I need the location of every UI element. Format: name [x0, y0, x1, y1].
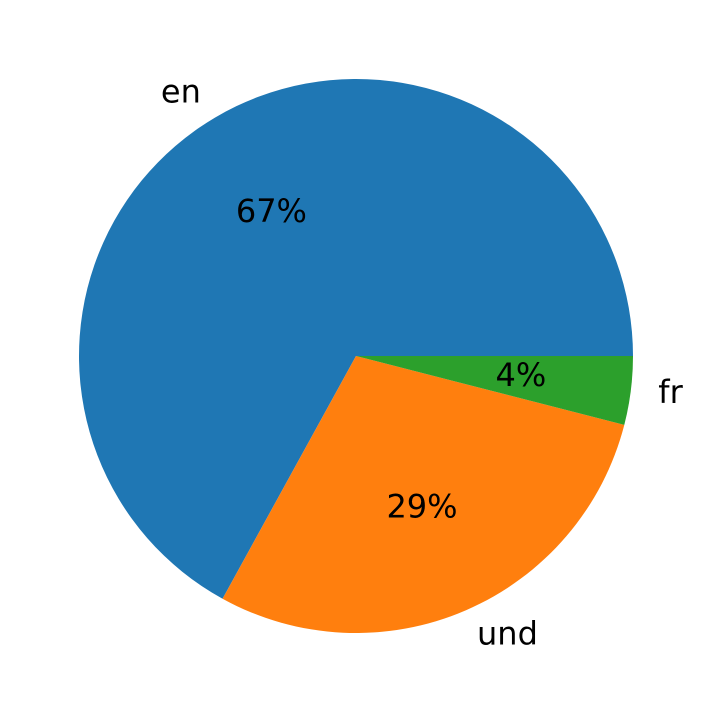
category-label: und: [477, 615, 538, 653]
value-label: 4%: [496, 356, 547, 394]
value-label: 67%: [236, 192, 307, 230]
value-label: 29%: [386, 488, 457, 526]
pie-wedge: [222, 356, 625, 633]
pie-wedge: [356, 356, 633, 425]
category-label: fr: [658, 373, 683, 411]
pie-wedge: [78, 79, 634, 599]
category-label: en: [161, 73, 201, 111]
